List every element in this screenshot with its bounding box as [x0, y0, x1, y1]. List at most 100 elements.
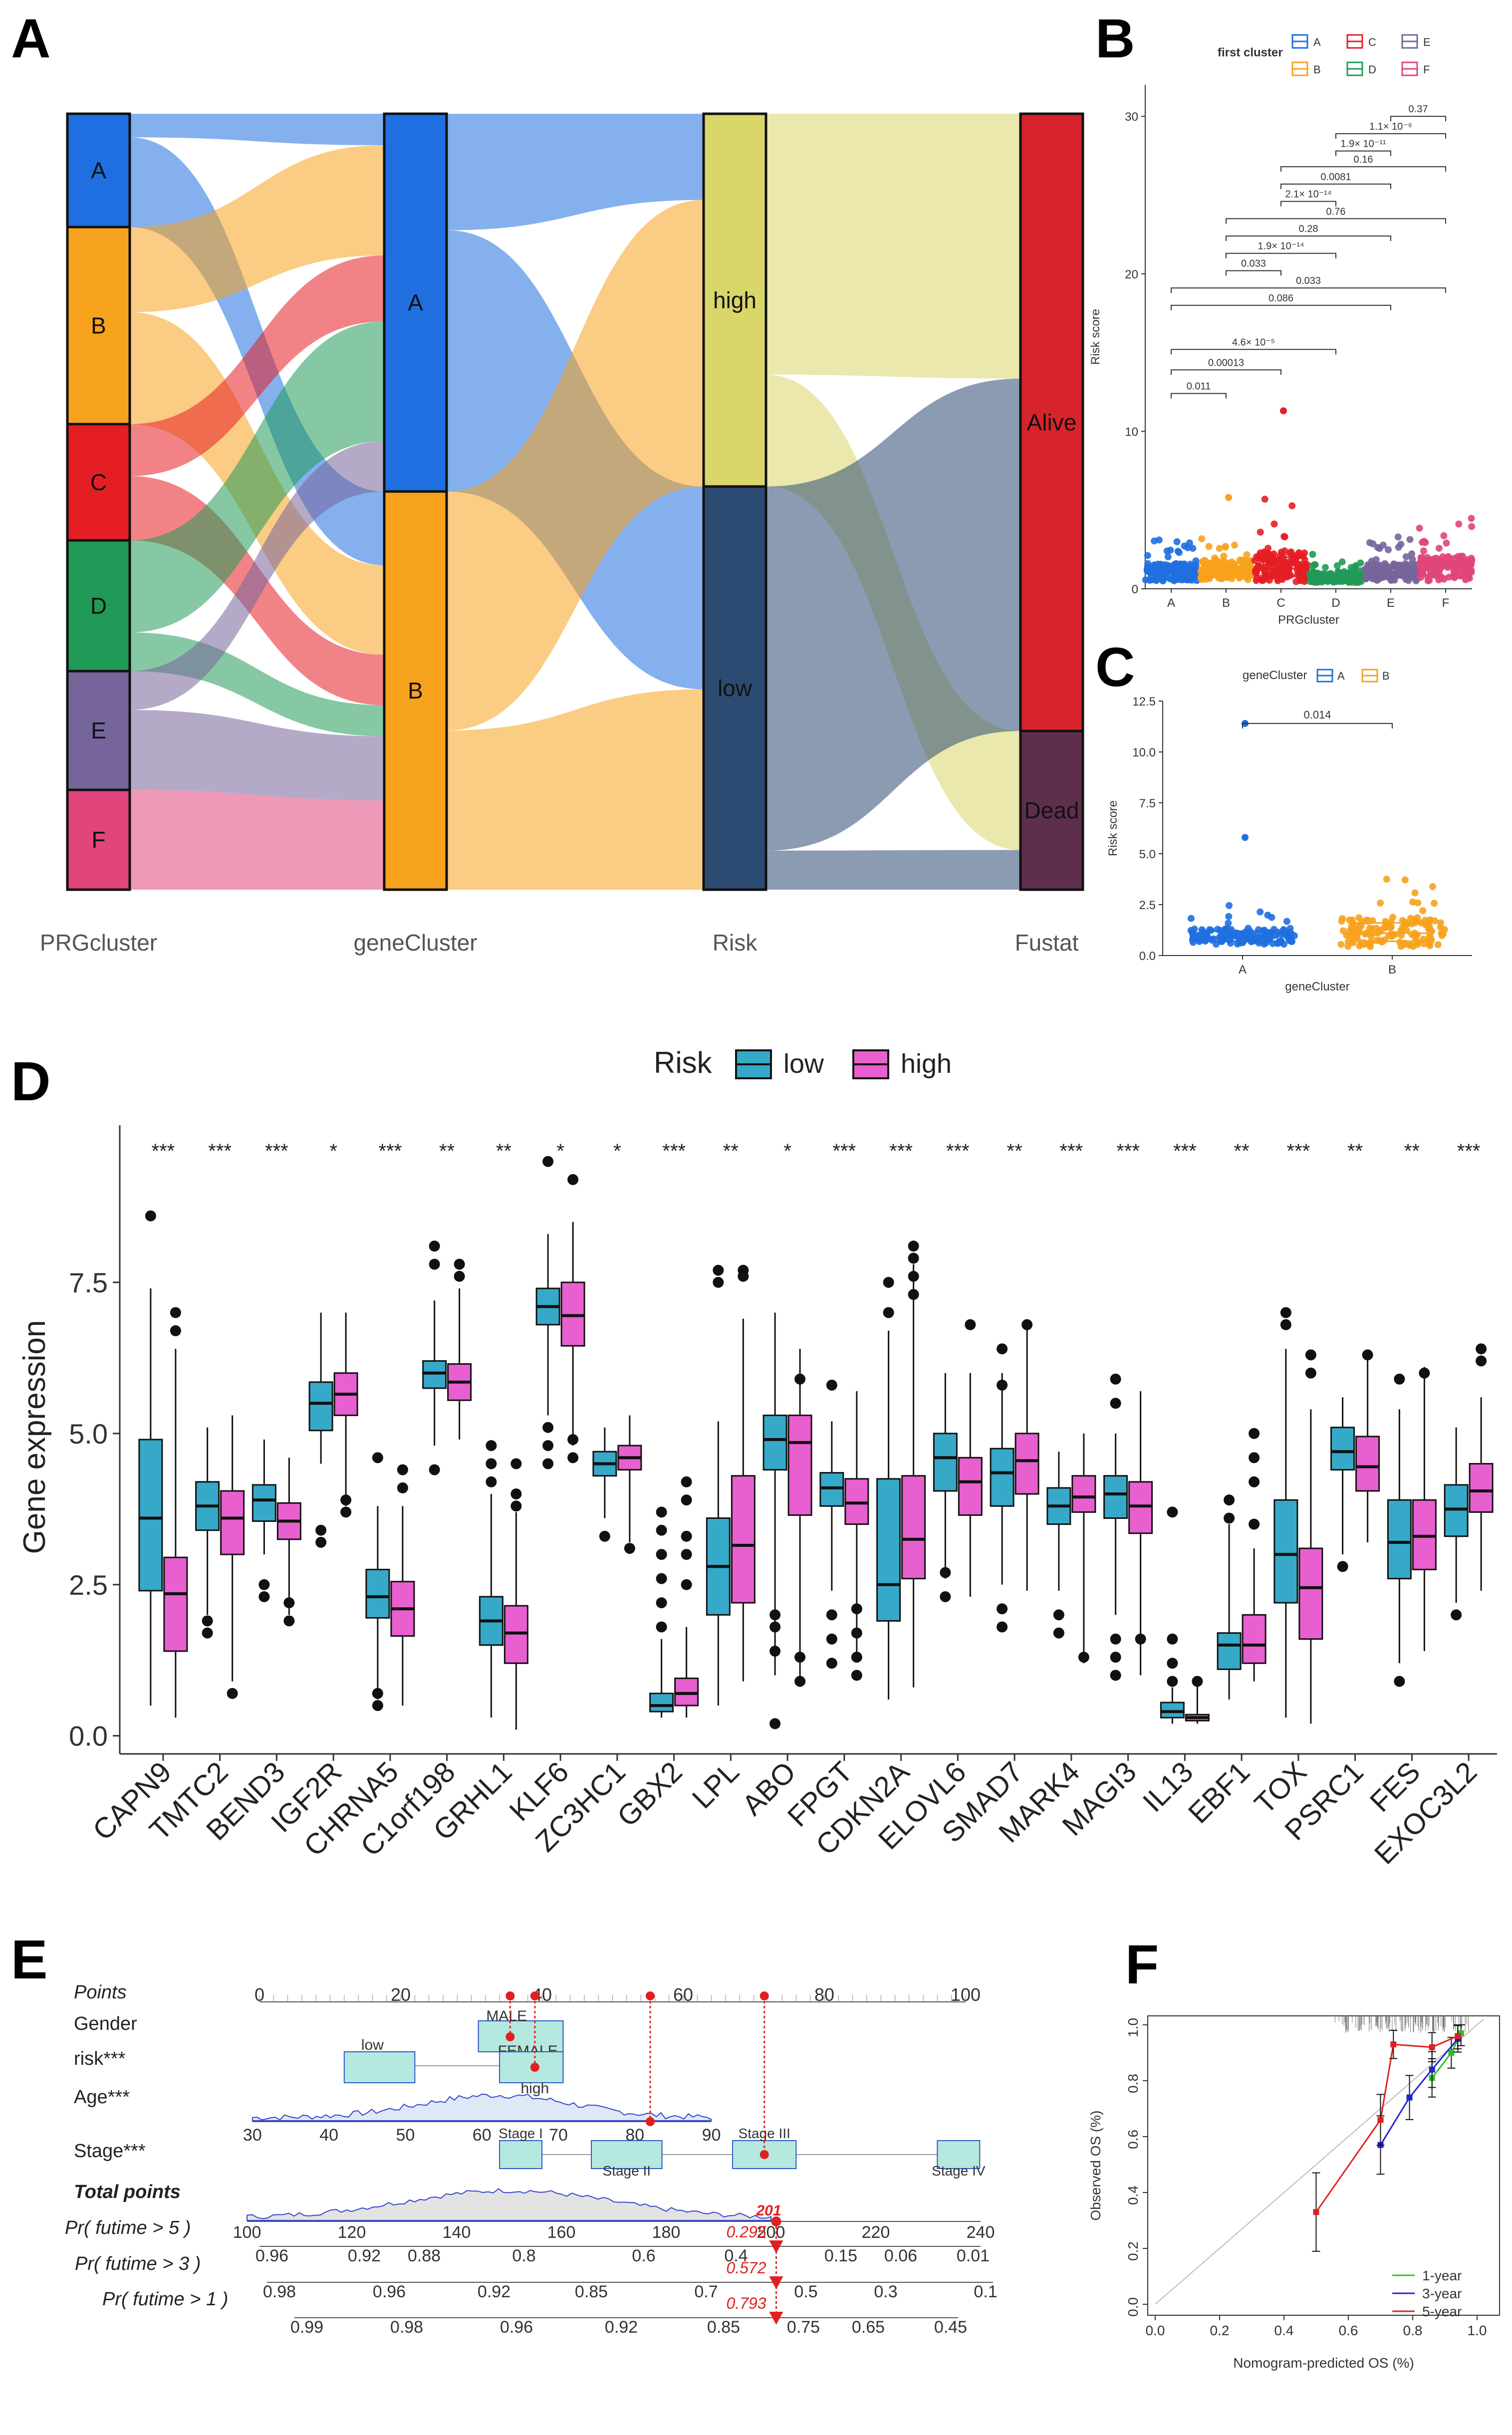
jitter-point — [1225, 931, 1232, 938]
pr1-selected-label: 0.793 — [726, 2294, 766, 2312]
jitter-point — [1288, 502, 1296, 509]
outlier-point — [542, 1458, 554, 1469]
jitter-point — [1260, 577, 1267, 584]
p-value-label: 0.033 — [1296, 275, 1321, 286]
outlier-point — [940, 1591, 951, 1602]
outlier-point — [486, 1458, 497, 1469]
box-low — [649, 1693, 674, 1712]
outlier-point — [738, 1270, 749, 1282]
box-B — [1356, 922, 1428, 942]
outlier-point — [1192, 1676, 1203, 1687]
jitter-point — [1446, 560, 1454, 568]
p-value-label: 0.011 — [1187, 381, 1211, 392]
jitter-point — [1282, 561, 1290, 568]
significance-bracket — [1280, 201, 1336, 207]
jitter-point — [1468, 514, 1475, 522]
sankey-node-C — [66, 423, 131, 542]
outlier-point — [1419, 1367, 1430, 1379]
jitter-point — [1225, 920, 1232, 927]
panel-label-e: E — [11, 1929, 47, 1990]
y-tick-label: 30 — [1125, 110, 1138, 124]
jitter-point — [1261, 549, 1268, 556]
sankey-node-alive — [1019, 112, 1084, 732]
jitter-point — [1257, 528, 1264, 536]
risk-low-box — [343, 2051, 416, 2083]
outlier-point — [510, 1500, 522, 1512]
outlier-point — [1110, 1633, 1121, 1645]
jitter-point — [1205, 543, 1213, 550]
box-high — [844, 1478, 869, 1525]
outlier-point — [1110, 1652, 1121, 1663]
outlier-point — [429, 1240, 440, 1252]
outlier-point — [567, 1434, 579, 1445]
outlier-point — [826, 1658, 837, 1669]
jitter-point — [1414, 914, 1421, 922]
outlier-point — [997, 1379, 1008, 1391]
sankey-node-label: D — [90, 593, 107, 619]
outlier-point — [1451, 1609, 1462, 1621]
significance-label: *** — [208, 1140, 232, 1162]
p-value-label: 0.086 — [1268, 293, 1293, 304]
pr1-tick-label: 0.98 — [390, 2318, 423, 2337]
outlier-point — [1224, 1494, 1235, 1506]
jitter-point — [1353, 571, 1360, 579]
pr5-tick-label: 0.92 — [348, 2246, 381, 2265]
jitter-point — [1288, 938, 1295, 945]
box-high — [901, 1475, 926, 1580]
outlier-point — [681, 1579, 692, 1590]
panel-label-d: D — [11, 1051, 50, 1112]
panel-label-c: C — [1095, 637, 1135, 698]
gene-label: GBX2 — [611, 1755, 688, 1833]
pr3-tick-label: 0.92 — [478, 2282, 510, 2301]
box-low — [138, 1439, 163, 1592]
p-value-label: 1.9× 10⁻¹¹ — [1340, 139, 1386, 150]
outlier-point — [656, 1621, 667, 1633]
outlier-point — [997, 1603, 1008, 1615]
jitter-point — [1406, 536, 1414, 543]
p-value-label: 4.6× 10⁻⁵ — [1232, 337, 1275, 348]
box-high — [220, 1490, 245, 1555]
significance-label: ** — [1234, 1140, 1250, 1162]
outlier-point — [656, 1524, 667, 1536]
pr3-tick-label: 0.3 — [874, 2282, 897, 2301]
sankey-node-label: B — [91, 313, 106, 339]
jitter-point — [1198, 926, 1206, 934]
sankey-node-label: high — [713, 287, 756, 313]
jitter-point — [1246, 563, 1254, 570]
jitter-point — [1428, 928, 1435, 935]
y-tick-label: 7.5 — [69, 1267, 108, 1298]
significance-bracket — [1335, 133, 1446, 139]
nomogram-row-label: risk*** — [74, 2048, 126, 2069]
jitter-point — [1253, 574, 1260, 582]
jitter-point — [1363, 916, 1371, 924]
outlier-point — [769, 1646, 781, 1657]
jitter-point — [1222, 543, 1229, 550]
outlier-point — [826, 1633, 837, 1645]
outlier-point — [826, 1379, 837, 1391]
pr1-tick-label: 0.45 — [934, 2318, 967, 2337]
jitter-point — [1367, 933, 1375, 940]
x-tick-label: 0.4 — [1274, 2323, 1294, 2338]
jitter-point — [1377, 899, 1384, 907]
box-E — [1372, 566, 1409, 579]
nomogram-row-label: Age*** — [74, 2087, 130, 2108]
jitter-point — [1394, 533, 1402, 541]
calibration-point — [1455, 2033, 1461, 2039]
box-high — [560, 1281, 585, 1347]
sankey-node-gB — [383, 490, 448, 891]
significance-bracket — [1171, 304, 1391, 310]
outlier-point — [1225, 493, 1232, 501]
outlier-point — [908, 1252, 919, 1264]
significance-label: *** — [379, 1140, 402, 1162]
significance-label: *** — [946, 1140, 970, 1162]
sankey-node-F — [66, 788, 131, 891]
outlier-point — [713, 1264, 724, 1276]
jitter-point — [1189, 935, 1197, 942]
p-value-label: 0.28 — [1299, 224, 1318, 235]
sankey-node-label: Dead — [1024, 797, 1079, 823]
legend-title: Risk — [654, 1046, 713, 1079]
total-tick-label: 100 — [233, 2223, 261, 2242]
gene-label: EBF1 — [1182, 1755, 1257, 1830]
